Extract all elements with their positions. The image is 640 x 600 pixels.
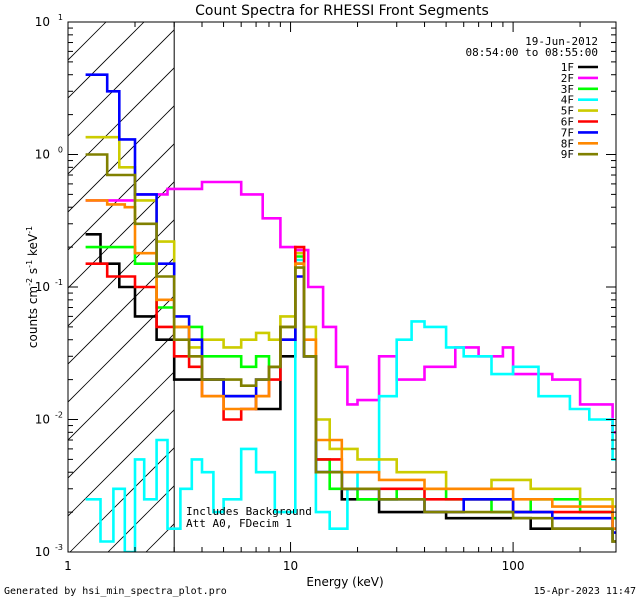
annotation-background: Includes Background (186, 505, 312, 518)
x-tick-label: 10 (283, 559, 298, 573)
legend-label-8F: 8F (561, 137, 574, 150)
legend-label-4F: 4F (561, 94, 574, 107)
series-line-5F (85, 135, 616, 508)
y-tick-label: 10 (35, 413, 50, 427)
legend-date: 19-Jun-2012 (525, 35, 598, 48)
legend-label-7F: 7F (561, 126, 574, 139)
hatch-line (68, 22, 107, 61)
hatch-line (68, 409, 175, 517)
y-axis-label: counts cm-2 s-1 keV-1 (25, 226, 40, 348)
legend-label-1F: 1F (561, 61, 574, 74)
hatch-line (68, 371, 175, 479)
hatch-line (68, 105, 175, 213)
legend-label-5F: 5F (561, 105, 574, 118)
series-line-2F (85, 180, 616, 434)
y-tick-label: 10 (35, 545, 50, 559)
y-tick-exponent: -2 (55, 411, 63, 420)
y-tick-label: 10 (35, 280, 50, 294)
y-tick-exponent: 1 (58, 13, 63, 22)
legend-label-3F: 3F (561, 83, 574, 96)
legend-time-range: 08:54:00 to 08:55:00 (466, 46, 598, 59)
series-lines (85, 73, 616, 552)
annotation-attenuator: Att A0, FDecim 1 (186, 517, 292, 530)
legend-label-9F: 9F (561, 148, 574, 161)
hatch-line (68, 219, 175, 327)
legend-label-6F: 6F (561, 116, 574, 129)
hatch-line (69, 447, 175, 552)
x-axis-label: Energy (keV) (306, 575, 383, 589)
footer-generated-by: Generated by hsi_min_spectra_plot.pro (4, 586, 227, 597)
axis-ticks (67, 21, 616, 553)
hatch-line (68, 67, 175, 175)
series-line-7F (85, 73, 616, 534)
hatch-line (68, 29, 175, 137)
y-tick-label: 10 (35, 148, 50, 162)
y-tick-label: 10 (35, 15, 50, 29)
y-tick-exponent: 0 (58, 146, 63, 155)
chart-title: Count Spectra for RHESSI Front Segments (195, 3, 489, 19)
y-tick-exponent: -3 (55, 543, 63, 552)
hatch-line (68, 295, 175, 403)
legend-label-2F: 2F (561, 72, 574, 85)
series-line-4F (85, 258, 616, 552)
series-line-8F (85, 199, 616, 530)
y-tick-exponent: -1 (55, 278, 63, 287)
x-tick-label: 100 (502, 559, 525, 573)
x-tick-label: 1 (64, 559, 72, 573)
footer-timestamp: 15-Apr-2023 11:47 (534, 586, 636, 597)
series-line-9F (85, 153, 616, 543)
